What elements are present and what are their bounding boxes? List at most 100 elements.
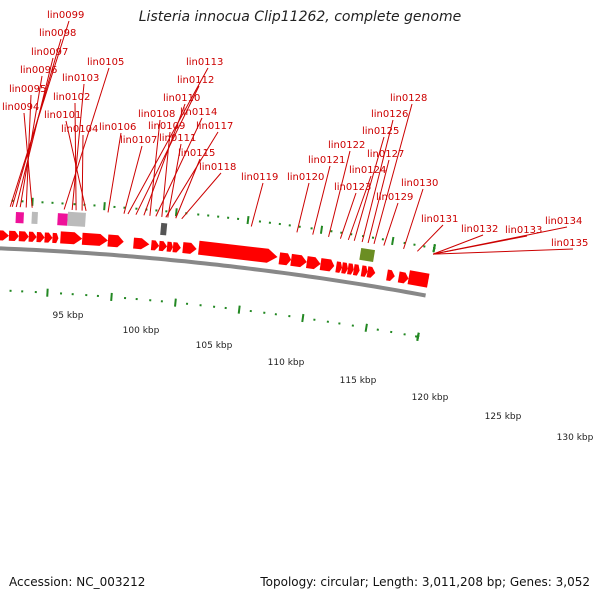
gene-label: lin0124 [349, 165, 386, 176]
cds-arrow [81, 232, 108, 246]
cds-arrow [8, 230, 19, 241]
cds-arrow [198, 240, 278, 263]
label-leader [328, 150, 351, 238]
outer-tick [103, 202, 106, 211]
gene-labels: lin0099 lin0098 lin0097 lin0096 lin0095 lin00… [2, 10, 588, 255]
outer-tick [174, 208, 178, 217]
scale-label: 100 kbp [123, 326, 160, 336]
cds-arrow [352, 264, 360, 276]
gene-label: lin0110 [163, 93, 200, 104]
label-leader [373, 103, 413, 245]
gene-label: lin0094 [2, 102, 39, 113]
label-leader [353, 136, 385, 241]
feature-dark-grey [160, 222, 168, 236]
label-leader [296, 182, 310, 233]
cds-arrow [341, 262, 348, 274]
gene-label: lin0102 [53, 92, 90, 103]
gene-label: lin0097 [31, 47, 68, 58]
feature-magenta [57, 213, 68, 226]
label-leader [403, 188, 424, 250]
cds-arrow [426, 275, 430, 288]
label-leader [149, 119, 161, 216]
gene-label: lin0135 [551, 238, 588, 249]
label-leader [23, 112, 33, 208]
gene-label: lin0129 [376, 192, 413, 203]
gene-label: lin0120 [287, 172, 324, 183]
feature-cyan [430, 256, 433, 268]
label-leader [339, 192, 357, 239]
gene-label: lin0127 [367, 149, 404, 160]
gene-label: lin0105 [87, 57, 124, 68]
gene-label: lin0107 [120, 135, 157, 146]
gene-label: lin0096 [20, 65, 57, 76]
cds-arrow [347, 263, 354, 275]
label-leader [312, 165, 331, 235]
cds-arrow [278, 252, 292, 266]
label-leader [25, 94, 32, 208]
outer-tick [391, 236, 395, 246]
label-leader [250, 182, 264, 227]
scale-label: 125 kbp [485, 412, 522, 422]
gene-label: lin0111 [159, 133, 196, 144]
cds-arrow [305, 256, 321, 270]
label-leader [175, 158, 201, 219]
cds-arrow [44, 232, 53, 243]
cds-arrow [0, 230, 9, 241]
label-leader [347, 175, 372, 241]
scale-label: 105 kbp [196, 341, 233, 351]
topology-text: Topology: circular; Length: 3,011,208 bp… [260, 575, 590, 589]
gene-label: lin0123 [334, 182, 371, 193]
cds-arrow [158, 240, 168, 252]
label-leader [432, 234, 484, 255]
label-leader [417, 224, 444, 252]
label-leader [15, 57, 54, 208]
scale-label: 130 kbp [557, 433, 594, 443]
gene-label: lin0112 [177, 75, 214, 86]
gene-label: lin0131 [421, 214, 458, 225]
gene-label: lin0104 [61, 124, 98, 135]
cds-arrow [133, 237, 150, 250]
scale-ticks: 95 kbp 100 kbp 105 kbp 110 kbp 115 kbp 120 kb… [9, 197, 594, 443]
gene-label: lin0099 [47, 10, 84, 21]
scale-tick [237, 305, 241, 314]
cds-arrow [60, 231, 83, 245]
label-leader [143, 103, 186, 216]
gene-label: lin0109 [148, 121, 185, 132]
cds-arrow [36, 232, 45, 243]
gene-label: lin0113 [186, 57, 223, 68]
cds-arrow [28, 231, 37, 242]
label-leader [63, 67, 110, 210]
outer-tick [319, 225, 324, 234]
gene-label: lin0130 [401, 178, 438, 189]
label-leader [167, 143, 182, 218]
label-leader [123, 145, 143, 214]
cds-arrow [290, 253, 307, 268]
cds-arrow [397, 271, 409, 284]
scale-tick [364, 323, 368, 332]
feature-grey [31, 211, 38, 225]
gene-label: lin0103 [62, 73, 99, 84]
gene-label: lin0132 [461, 224, 498, 235]
label-leader [71, 83, 85, 211]
gene-label: lin0114 [180, 107, 217, 118]
label-leader [383, 202, 399, 246]
gene-label: lin0133 [505, 225, 542, 236]
gene-label: lin0115 [178, 148, 215, 159]
scale-tick [301, 313, 305, 323]
label-leader [367, 159, 390, 244]
gene-label: lin0126 [371, 109, 408, 120]
gene-label: lin0122 [328, 140, 365, 151]
genome-backbone [0, 246, 426, 298]
cds-arrow [172, 242, 181, 253]
cds-arrow [366, 266, 376, 278]
gene-label: lin0119 [241, 172, 278, 183]
scale-tick [110, 292, 113, 302]
cds-arrow [18, 231, 29, 242]
cds-arrow [426, 274, 430, 288]
cds-arrow [166, 241, 173, 252]
cds-arrow [407, 270, 430, 288]
gene-label: lin0118 [199, 162, 236, 173]
gene-label: lin0128 [390, 93, 427, 104]
gene-label: lin0098 [39, 28, 76, 39]
